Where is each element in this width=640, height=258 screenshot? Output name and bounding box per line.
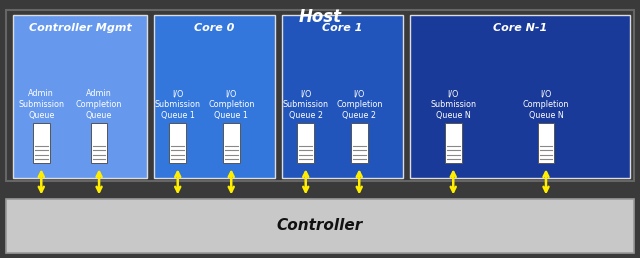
Text: Controller: Controller <box>277 218 363 233</box>
Bar <box>298 123 314 163</box>
Text: Controller Mgmt: Controller Mgmt <box>29 23 131 33</box>
Text: I/O
Submission
Queue N: I/O Submission Queue N <box>430 89 476 120</box>
Text: I/O
Submission
Queue 1: I/O Submission Queue 1 <box>155 89 201 120</box>
Text: Host: Host <box>298 8 342 26</box>
Text: I/O
Completion
Queue 2: I/O Completion Queue 2 <box>336 89 383 120</box>
Bar <box>223 123 239 163</box>
Bar <box>351 123 367 163</box>
Bar <box>282 15 403 178</box>
Text: Core N-1: Core N-1 <box>493 23 547 33</box>
Text: Admin
Completion
Queue: Admin Completion Queue <box>76 89 122 120</box>
Bar <box>13 15 147 178</box>
Bar <box>538 123 554 163</box>
Bar <box>445 123 461 163</box>
Bar <box>154 15 275 178</box>
Bar <box>6 10 634 181</box>
Bar <box>170 123 186 163</box>
Text: I/O
Submission
Queue 2: I/O Submission Queue 2 <box>283 89 329 120</box>
Text: I/O
Completion
Queue N: I/O Completion Queue N <box>523 89 569 120</box>
Text: Core 1: Core 1 <box>322 23 363 33</box>
Bar <box>33 123 50 163</box>
Bar <box>6 199 634 253</box>
Bar <box>410 15 630 178</box>
Bar <box>91 123 108 163</box>
Text: Admin
Submission
Queue: Admin Submission Queue <box>19 89 64 120</box>
Text: I/O
Completion
Queue 1: I/O Completion Queue 1 <box>208 89 255 120</box>
Text: Core 0: Core 0 <box>194 23 235 33</box>
